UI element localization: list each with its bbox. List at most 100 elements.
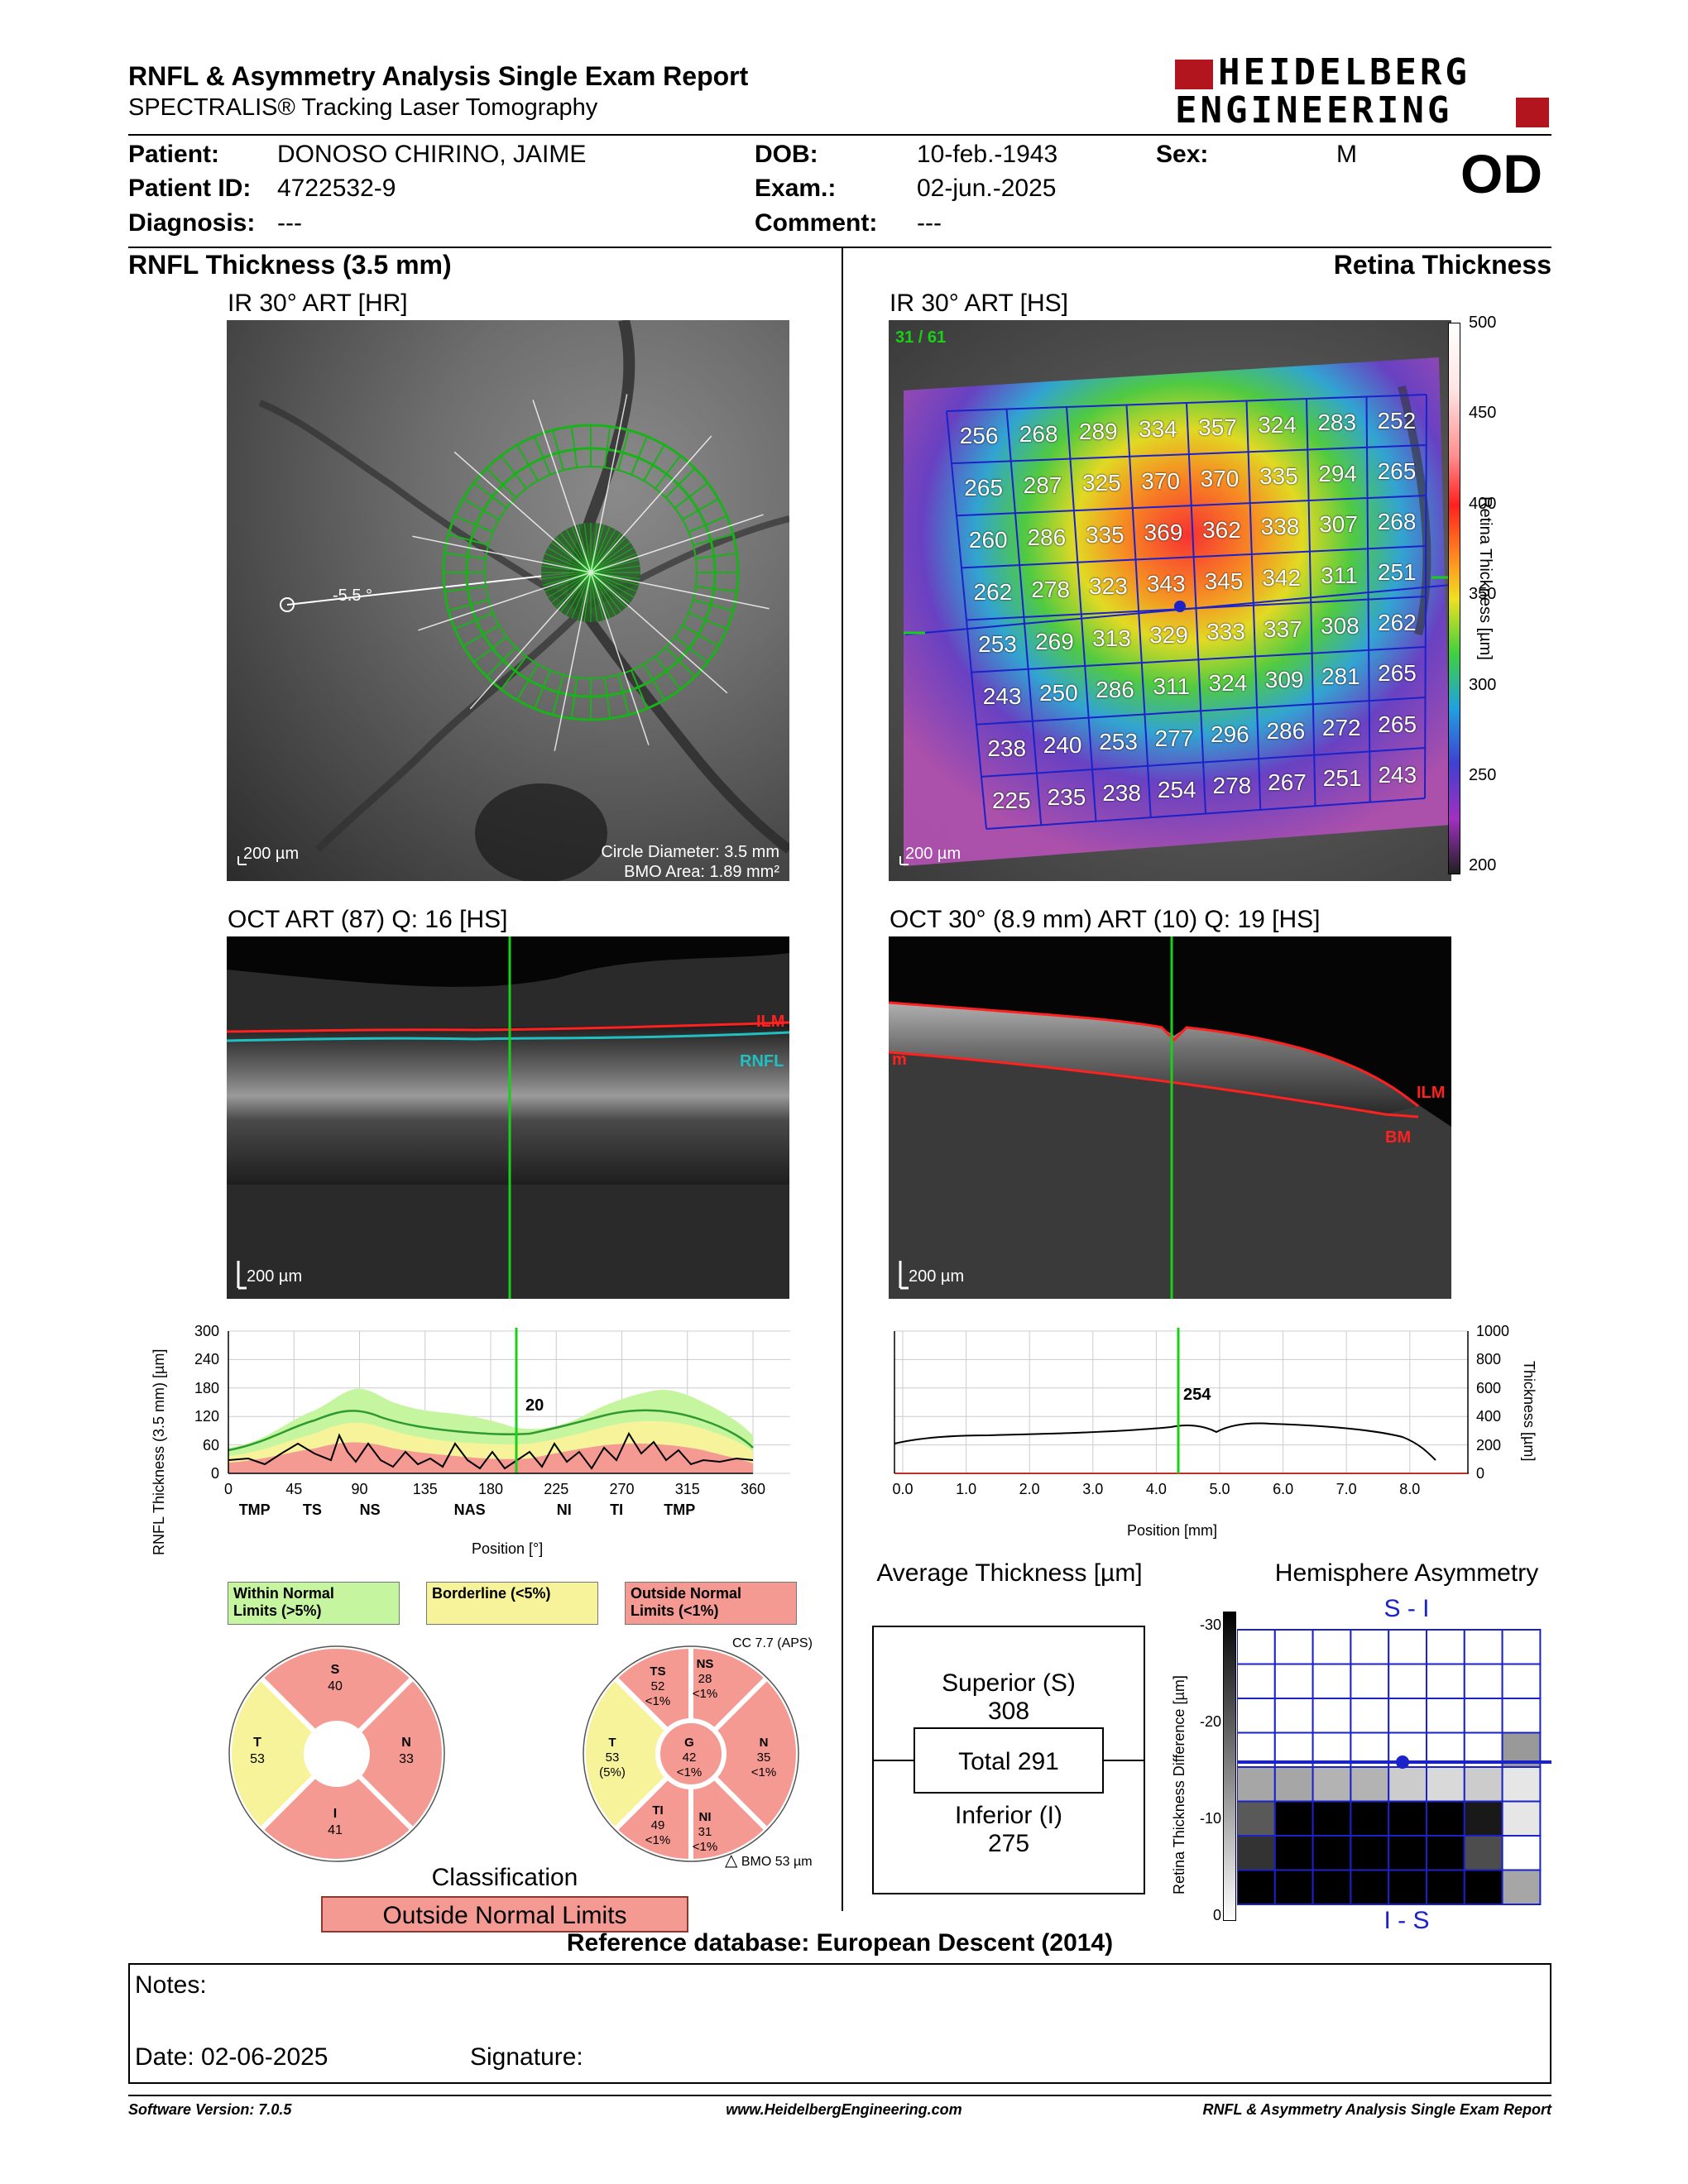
grid-cell-value: 238 [987, 735, 1027, 762]
colorbar-tick: 250 [1469, 765, 1497, 784]
comment-label: Comment: [755, 209, 878, 237]
sector6-g-value: 42 [682, 1751, 697, 1765]
left-oct-ilm: ILM [756, 1013, 785, 1031]
notes-label: Notes: [135, 1971, 207, 1999]
legend-outside-normal: Outside Normal Limits (<1%) [625, 1582, 797, 1625]
notes-box[interactable] [128, 1963, 1551, 2084]
superior-label: Superior (S) [942, 1669, 1076, 1697]
retina-chart-xlabel: Position [mm] [1127, 1522, 1218, 1539]
rnfl-sector-chart [581, 1643, 801, 1865]
rnfl-sector-label: NAS [453, 1502, 486, 1518]
rnfl-xtick: 360 [740, 1481, 766, 1497]
diagnosis-label: Diagnosis: [128, 209, 256, 237]
rnfl-ytick: 0 [210, 1465, 219, 1482]
grid-cell-value: 325 [1081, 470, 1121, 496]
grid-cell-value: 343 [1146, 570, 1186, 596]
rnfl-sector-label: TMP [664, 1502, 696, 1518]
grid-cell-value: 235 [1047, 783, 1086, 810]
retina-xtick: 3.0 [1082, 1481, 1104, 1497]
grid-cell-value: 256 [959, 423, 999, 449]
asymmetry-ylabel: Retina Thickness Difference [µm] [1171, 1675, 1187, 1894]
grid-cell-value: 296 [1211, 721, 1249, 748]
notes-signature: Signature: [470, 2043, 583, 2071]
exam-date: 02-jun.-2025 [917, 175, 1057, 202]
rnfl-xtick: 180 [477, 1481, 504, 1497]
rnfl-xtick: 45 [285, 1481, 303, 1497]
asymmetry-scalebar [1223, 1612, 1236, 1921]
rnfl-sector-label: NI [556, 1502, 572, 1518]
footer-url[interactable]: www.HeidelbergEngineering.com [726, 2101, 962, 2118]
quad-n-label: N [401, 1736, 411, 1750]
right-ir-scale: 200 µm [905, 845, 961, 863]
asymmetry-tick: -20 [1199, 1713, 1221, 1730]
asymmetry-tick: -10 [1199, 1810, 1221, 1827]
logo-line-1: HEIDELBERG [1218, 51, 1470, 93]
rnfl-xtick: 90 [351, 1481, 368, 1497]
logo-line-2: ENGINEERING [1175, 89, 1453, 132]
inferior-value: 275 [987, 1830, 1030, 1857]
grid-cell-value: 269 [1035, 628, 1074, 654]
grid-cell-value: 335 [1086, 521, 1125, 548]
rnfl-xtick: 315 [674, 1481, 700, 1497]
eye-label: OD [1460, 143, 1542, 204]
report-title: RNFL & Asymmetry Analysis Single Exam Re… [128, 61, 749, 91]
sector6-ni-value: 31 [698, 1825, 712, 1839]
rnfl-profile-chart [228, 1328, 790, 1474]
sector6-ts-value: 52 [650, 1679, 665, 1693]
left-ir-circle-diameter: Circle Diameter: 3.5 mm [601, 843, 779, 861]
bmo-text: BMO 53 µm [741, 1855, 813, 1869]
right-oct-bm: BM [1385, 1128, 1412, 1147]
total-thickness: Total 291 [914, 1727, 1104, 1794]
grid-cell-value: 250 [1038, 680, 1078, 706]
grid-cell-value: 238 [1102, 780, 1141, 807]
left-ir-title: IR 30° ART [HR] [228, 290, 408, 317]
asymmetry-title: Hemisphere Asymmetry [1274, 1559, 1539, 1587]
retina-colorbar [1448, 323, 1460, 874]
grid-cell-value: 286 [1096, 677, 1134, 703]
grid-cell-value: 309 [1264, 667, 1304, 693]
grid-cell-value: 324 [1258, 412, 1297, 438]
grid-cell-value: 362 [1202, 516, 1241, 543]
grid-cell-value: 268 [1377, 509, 1417, 535]
sector6-g-label: G [684, 1736, 694, 1750]
grid-cell-value: 225 [991, 788, 1031, 814]
grid-cell-value: 334 [1139, 416, 1177, 443]
grid-cell-value: 369 [1144, 519, 1183, 545]
rnfl-chart-ylabel: RNFL Thickness (3.5 mm) [µm] [151, 1348, 167, 1555]
sector6-ti-label: TI [652, 1803, 664, 1818]
notes-date: Date: 02-06-2025 [135, 2043, 328, 2071]
sector6-n-label: N [759, 1736, 769, 1750]
retina-chart-ylabel: Thickness [µm] [1521, 1361, 1537, 1462]
asymmetry-grid [1237, 1629, 1551, 1905]
superior-value: 308 [987, 1698, 1030, 1725]
comment: --- [917, 209, 942, 237]
grid-cell-value: 370 [1141, 467, 1180, 494]
left-ir-bmo-area: BMO Area: 1.89 mm² [624, 863, 779, 881]
cc-value: CC 7.7 (APS) [732, 1636, 813, 1650]
rnfl-ytick: 240 [194, 1351, 219, 1368]
grid-cell-value: 240 [1043, 731, 1082, 758]
colorbar-tick: 300 [1469, 675, 1497, 694]
sex: M [1336, 141, 1357, 168]
grid-cell-value: 251 [1322, 765, 1362, 792]
grid-cell-value: 243 [1378, 761, 1417, 788]
retina-ytick: 400 [1476, 1408, 1502, 1425]
legend-borderline: Borderline (<5%) [426, 1582, 598, 1625]
rnfl-chart-xlabel: Position [°] [472, 1540, 544, 1557]
quad-t-value: 53 [250, 1752, 265, 1766]
sector6-n-value: 35 [756, 1751, 771, 1765]
dob-label: DOB: [755, 141, 818, 168]
colorbar-label: Retina Thickness [µm] [1476, 496, 1494, 660]
classification-title: Classification [431, 1864, 578, 1891]
rnfl-ytick: 180 [194, 1379, 219, 1396]
grid-cell-value: 329 [1149, 622, 1188, 649]
patient-id: 4722532-9 [277, 175, 396, 202]
grid-cell-value: 265 [1378, 711, 1417, 737]
grid-cell-value: 265 [1377, 457, 1417, 484]
grid-cell-value: 286 [1266, 718, 1306, 745]
retina-xtick: 4.0 [1145, 1481, 1167, 1497]
footer-report: RNFL & Asymmetry Analysis Single Exam Re… [1202, 2101, 1551, 2118]
sector-g [655, 1718, 727, 1789]
retina-xtick: 2.0 [1019, 1481, 1040, 1497]
retina-cursor-value: 254 [1183, 1386, 1211, 1404]
